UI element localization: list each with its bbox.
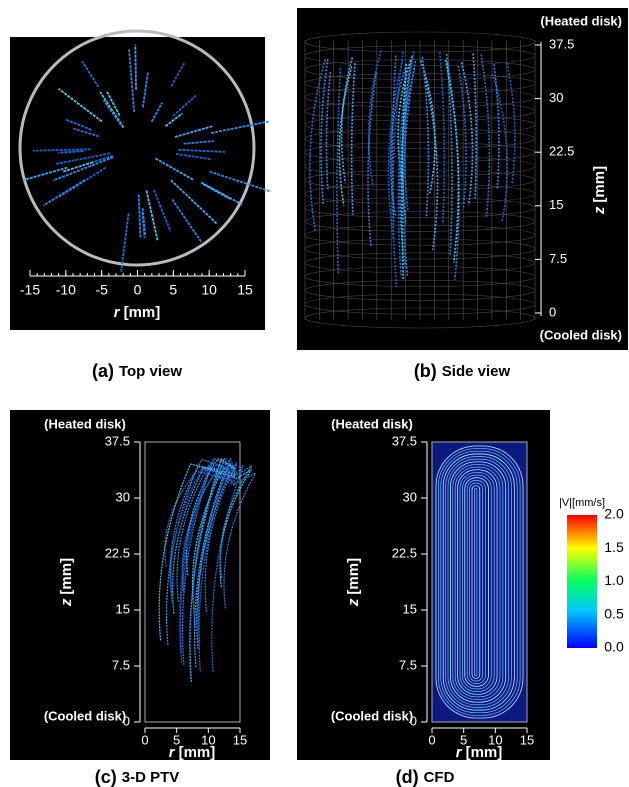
x-tick-label: 15	[237, 282, 253, 298]
axis-unit: [mm]	[345, 558, 362, 595]
caption: (c) 3-D PTV	[95, 767, 180, 787]
z-tick-label: 22.5	[549, 144, 574, 159]
caption-text: 3-D PTV	[122, 769, 180, 786]
axis-var: z	[58, 598, 75, 607]
z-axis-label: z [mm]	[58, 558, 75, 607]
z-tick-label: 30	[116, 489, 130, 504]
z-tick-label: 0	[123, 713, 130, 728]
z-tick-label: 7.5	[399, 657, 417, 672]
x-tick-label: 0	[141, 732, 148, 747]
z-tick-label: 37.5	[392, 433, 417, 448]
bottom-label: (Cooled disk)	[44, 708, 126, 723]
z-tick-label: 37.5	[549, 36, 574, 51]
top-label: (Heated disk)	[44, 416, 126, 431]
colorbar-tick-label: 0.5	[604, 605, 624, 621]
top-label: (Heated disk)	[540, 13, 622, 28]
panel-b-bg	[297, 8, 628, 350]
axis-var: z	[345, 598, 362, 607]
axis-unit: [mm]	[179, 744, 216, 761]
z-axis-label: z [mm]	[591, 166, 608, 215]
top-label: (Heated disk)	[331, 416, 413, 431]
x-tick-label: -10	[56, 282, 76, 298]
x-tick-label: 10	[201, 282, 217, 298]
caption: (a) Top view	[92, 361, 182, 381]
z-tick-label: 0	[410, 713, 417, 728]
axis-unit: [mm]	[591, 166, 608, 203]
caption: (d) CFD	[396, 767, 455, 787]
x-tick-label: 0	[134, 282, 142, 298]
caption-letter: (a)	[92, 361, 114, 381]
x-tick-label: 15	[520, 732, 534, 747]
z-tick-label: 37.5	[105, 433, 130, 448]
z-tick-label: 22.5	[392, 545, 417, 560]
axis-var: z	[591, 206, 608, 215]
x-tick-label: 15	[233, 732, 247, 747]
axis-unit: [mm]	[466, 744, 503, 761]
colorbar-tick-label: 1.5	[604, 539, 624, 555]
z-tick-label: 7.5	[112, 657, 130, 672]
colorbar	[567, 515, 597, 648]
z-tick-label: 22.5	[105, 545, 130, 560]
z-tick-label: 7.5	[549, 251, 567, 266]
z-axis-label: z [mm]	[345, 558, 362, 607]
caption-letter: (b)	[414, 361, 437, 381]
colorbar-tick-label: 1.0	[604, 572, 624, 588]
z-tick-label: 0	[549, 304, 556, 319]
caption-text: Top view	[119, 363, 182, 380]
colorbar-tick-label: 2.0	[604, 506, 624, 522]
bottom-label: (Cooled disk)	[540, 327, 622, 342]
axis-unit: [mm]	[124, 304, 161, 321]
x-tick-label: -5	[95, 282, 108, 298]
x-tick-label: 5	[169, 282, 177, 298]
figure: -15-10-5051015r[mm](Heated disk)(Cooled …	[0, 0, 629, 787]
caption-text: Side view	[442, 363, 511, 380]
caption-letter: (d)	[396, 767, 419, 787]
axis-unit: [mm]	[58, 558, 75, 595]
z-tick-label: 15	[403, 601, 417, 616]
caption: (b) Side view	[414, 361, 511, 381]
colorbar-title: |V|[mm/s]	[559, 497, 605, 509]
bottom-label: (Cooled disk)	[331, 708, 413, 723]
caption-letter: (c)	[95, 767, 117, 787]
z-tick-label: 15	[549, 197, 563, 212]
z-tick-label: 30	[549, 90, 563, 105]
caption-text: CFD	[424, 769, 455, 786]
colorbar-tick-label: 0.0	[604, 639, 624, 655]
x-tick-label: -15	[20, 282, 40, 298]
z-tick-label: 15	[116, 601, 130, 616]
track	[135, 45, 136, 90]
x-tick-label: 0	[428, 732, 435, 747]
z-tick-label: 30	[403, 489, 417, 504]
